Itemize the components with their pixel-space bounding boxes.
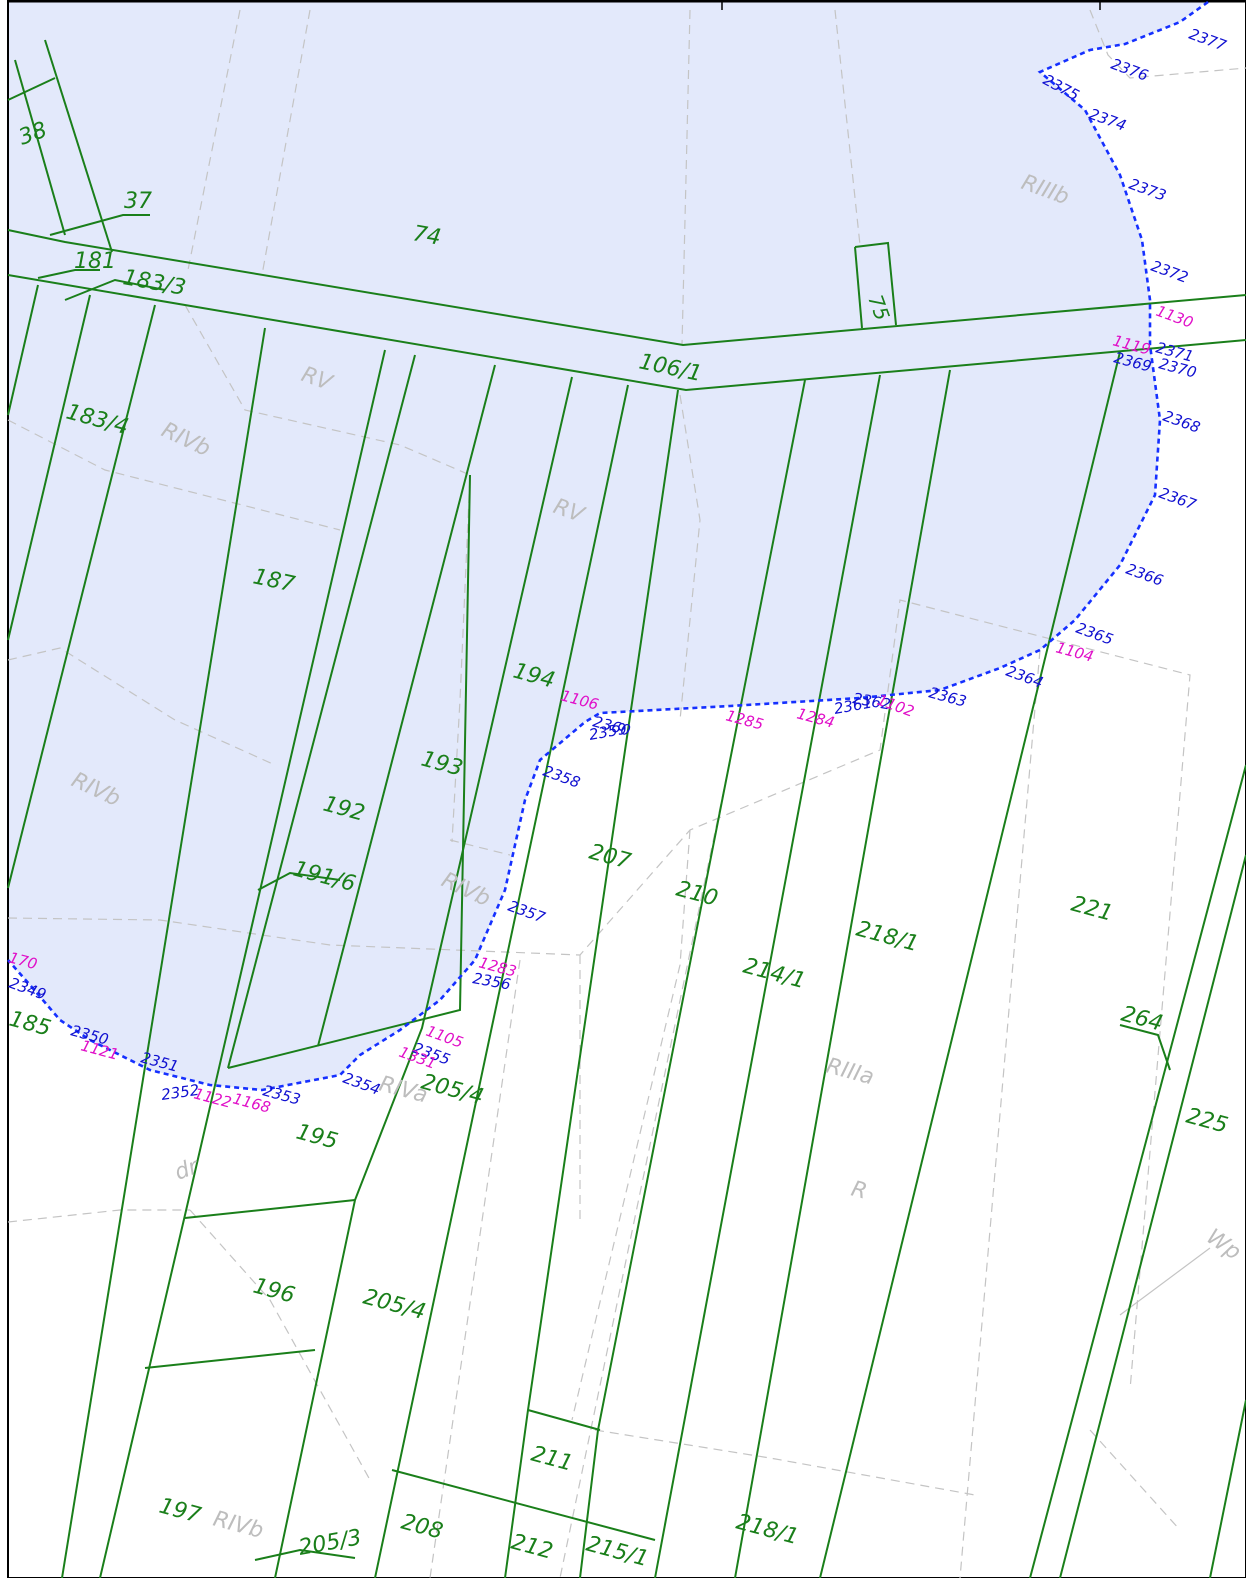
parcel-label: 218/1 [853,917,921,958]
point-label: 2366 [1124,560,1166,590]
point-label: 2352 [160,1081,200,1104]
point-label: 2373 [1127,175,1169,205]
parcel-label: 211 [528,1442,575,1477]
parcel-label: 264 [1118,1002,1165,1037]
point-label: 2363 [927,683,969,710]
soil-label: R [848,1177,869,1205]
point-label: 1102 [875,691,917,721]
point-label: 2354 [341,1069,383,1099]
parcel-label: 214/1 [740,954,808,995]
parcel-label: 74 [411,221,443,250]
soil-label: Wp [1202,1224,1246,1265]
point-label: 1284 [795,704,837,731]
soil-label: RIIIa [823,1054,876,1091]
area-boundary [7,0,1209,1092]
point-label: 1104 [1054,638,1096,665]
parcel-label: 185 [6,1007,53,1042]
parcel-label: 208 [398,1510,445,1545]
map-frame [7,0,1246,1578]
parcel-label: 215/1 [583,1532,651,1573]
parcel-label: 210 [673,877,720,912]
shaded-area [8,0,1208,1090]
parcel-label: 205/4 [360,1285,428,1326]
parcel-label: 225 [1183,1104,1230,1139]
parcel-lines [7,39,1246,1578]
point-label: 1130 [1154,302,1196,332]
point-label: 2364 [1004,662,1046,692]
parcel-label: 195 [293,1120,340,1155]
soil-label: RIVb [210,1507,266,1544]
point-label: 2357 [506,897,548,927]
point-label: 1122 [192,1084,234,1111]
point-label: 2368 [1161,407,1203,437]
parcel-label: 205/3 [297,1525,364,1561]
soil-boundaries [7,9,1246,1578]
parcel-label: 196 [250,1274,297,1309]
point-label: 2358 [541,762,583,792]
point-label: 2376 [1109,55,1151,85]
point-label: 2377 [1187,25,1229,55]
point-label: 2372 [1149,257,1191,287]
parcel-label: 181 [74,249,116,274]
parcel-label: 207 [586,840,633,875]
parcel-label: 197 [156,1494,203,1529]
point-label: 2367 [1157,484,1199,514]
parcel-label: 212 [508,1530,555,1565]
parcel-label: 218/1 [733,1510,801,1551]
point-label: 1285 [724,706,766,733]
parcel-label: 221 [1068,892,1115,927]
parcel-label: 37 [124,189,152,214]
